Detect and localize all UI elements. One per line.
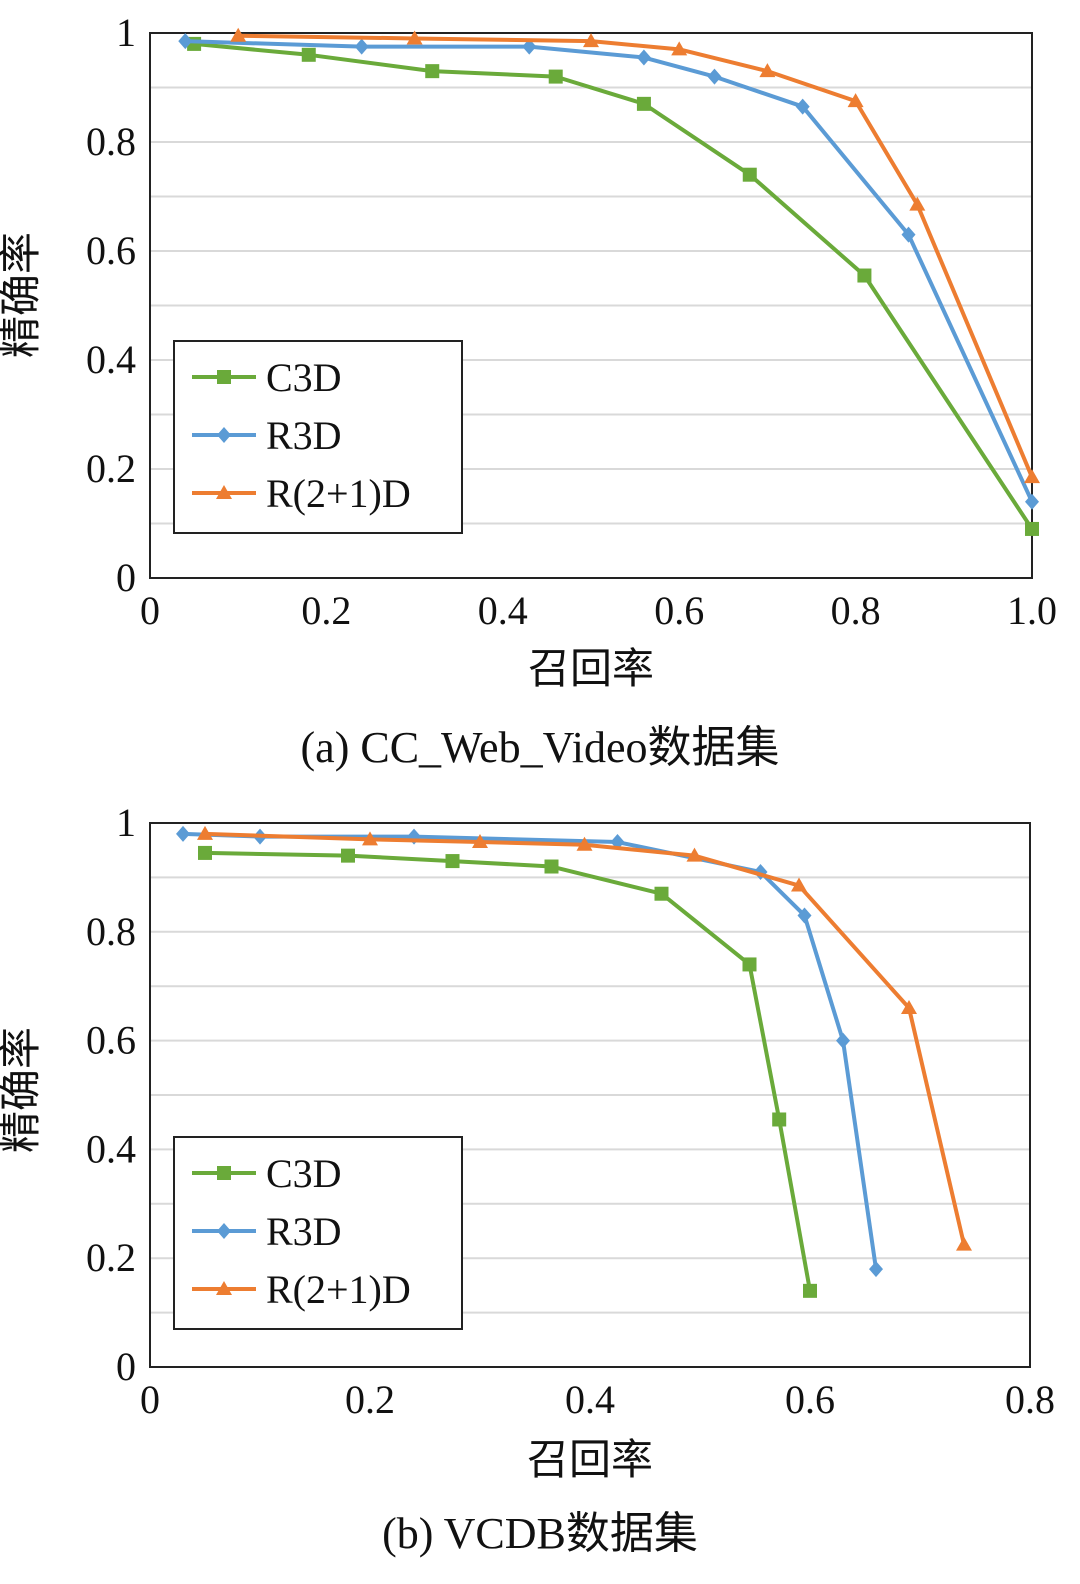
x-tick-label: 0.6 [654,588,704,633]
data-point-R(2+1)D [406,30,423,45]
plot-frame [149,822,1031,1368]
legend-swatch-marker [217,370,231,384]
y-tick-label: 0.4 [86,337,136,382]
y-axis-label: 精确率 [0,232,45,358]
x-axis-label: 召回率 [527,1437,653,1484]
data-point-C3D [548,69,563,84]
panel-a: 0 0.2 0.4 0.6 0.8 1 0 0.2 0.4 0.6 0.8 1.0 召回率 精确率 (a) … [0,10,1057,772]
legend-swatch-marker [216,485,232,499]
y-tick-label: 0 [116,1344,136,1389]
data-point-C3D [544,859,559,874]
data-point-R(2+1)D [901,999,917,1014]
data-point-R(2+1)D [472,834,488,849]
data-point-R(2+1)D [686,847,703,862]
data-point-R(2+1)D [759,63,776,78]
data-point-R(2+1)D [362,831,378,846]
y-tick-label: 0.2 [86,446,136,491]
data-point-C3D [425,64,440,79]
legend-swatch-marker [217,427,231,443]
legend-label: R(2+1)D [266,471,411,516]
data-point-R(2+1)D [909,196,926,211]
data-point-C3D [301,47,316,62]
panel-caption: (a) CC_Web_Video数据集 [301,723,780,772]
data-point-R(2+1)D [583,33,599,48]
data-point-R(2+1)D [230,27,247,42]
x-tick-label: 0 [140,1377,160,1422]
data-point-R(2+1)D [847,93,864,108]
panel-caption: (b) VCDB数据集 [382,1509,698,1558]
data-point-C3D [742,957,757,972]
legend-label: R3D [266,1209,342,1254]
legend-label: C3D [266,355,342,400]
data-point-R3D [522,38,537,55]
y-tick-label: 0 [116,555,136,600]
plot-frame [149,32,1033,579]
y-tick-label: 0.6 [86,1018,136,1063]
series-line-C3D [204,850,812,1292]
legend-label: R3D [266,413,342,458]
data-point-R3D [795,98,810,115]
data-point-C3D [742,167,757,182]
data-point-R(2+1)D [956,1236,972,1251]
data-point-R3D [797,907,812,924]
y-tick-label: 0.8 [86,119,136,164]
x-tick-label: 0.2 [301,588,351,633]
data-point-R3D [636,49,651,66]
x-tick-label: 0 [140,588,160,633]
data-point-R(2+1)D [576,836,593,851]
x-tick-label: 0.6 [785,1377,835,1422]
data-point-R3D [178,33,193,50]
data-point-R3D [836,1032,850,1049]
y-tick-label: 0.2 [86,1235,136,1280]
legend-swatch-marker [217,1223,231,1239]
data-point-C3D [445,854,460,869]
legend-label: R(2+1)D [266,1267,411,1312]
series-line-R(2+1)D [204,831,966,1246]
x-axis-label: 召回率 [528,646,654,693]
x-tick-label: 0.2 [345,1377,395,1422]
y-axis-label: 精确率 [0,1027,45,1153]
data-point-C3D [636,96,651,111]
y-tick-label: 0.4 [86,1126,136,1171]
data-point-C3D [198,845,212,860]
y-tick-label: 1 [116,10,136,55]
y-tick-label: 0.6 [86,228,136,273]
data-point-C3D [654,886,669,901]
series-line-C3D [193,41,1034,531]
data-point-C3D [1025,521,1039,536]
x-tick-label: 1.0 [1007,588,1057,633]
x-tick-label: 0.4 [478,588,528,633]
data-point-R(2+1)D [671,41,688,56]
y-tick-label: 0.8 [86,909,136,954]
data-point-C3D [803,1283,817,1298]
data-point-R3D [869,1261,883,1278]
data-point-R3D [707,68,722,85]
data-point-R3D [1025,493,1039,510]
series-line-R3D [185,39,1034,503]
y-tick-label: 1 [116,800,136,845]
data-point-R(2+1)D [197,825,213,840]
data-point-R3D [901,226,916,243]
legend-swatch-marker [217,1166,231,1180]
series-line-R(2+1)D [238,33,1034,478]
x-tick-label: 0.4 [565,1377,615,1422]
data-point-C3D [341,848,355,863]
legend-swatch-marker [216,1281,232,1295]
x-tick-label: 0.8 [831,588,881,633]
data-point-C3D [772,1112,787,1127]
data-point-R(2+1)D [1024,469,1040,484]
data-point-R(2+1)D [791,877,807,892]
data-point-R3D [354,38,369,55]
data-point-R3D [176,825,190,842]
x-tick-label: 0.8 [1005,1377,1055,1422]
data-point-C3D [857,268,872,283]
panel-b: 0 0.2 0.4 0.6 0.8 1 0 0.2 0.4 0.6 0.8 召回率 精确率 (b) VCD… [0,800,1055,1558]
legend-label: C3D [266,1151,342,1196]
